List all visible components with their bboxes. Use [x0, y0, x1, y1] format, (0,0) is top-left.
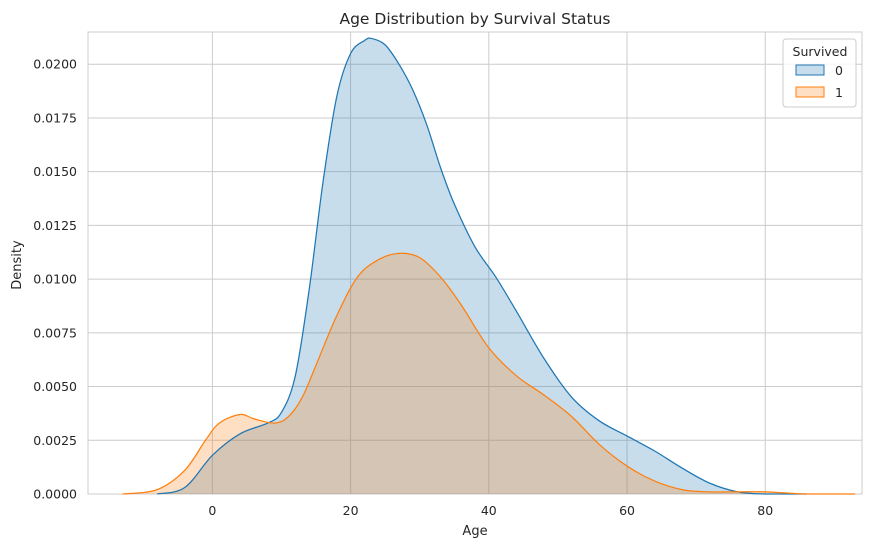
y-tick-label: 0.0050: [33, 379, 77, 394]
density-area-1: [122, 253, 856, 494]
y-tick-label: 0.0025: [33, 433, 77, 448]
x-axis-ticks: 0 20 40 60 80: [208, 503, 773, 518]
x-axis-label: Age: [462, 524, 487, 539]
chart-title: Age Distribution by Survival Status: [339, 10, 610, 28]
legend-frame: [782, 38, 857, 108]
density-line-0: [156, 37, 807, 495]
density-areas: [122, 37, 856, 495]
y-tick-label: 0.0075: [33, 325, 77, 340]
legend-swatch-1: [795, 86, 825, 98]
density-line-1: [122, 252, 856, 495]
legend: Survived 0 1: [782, 38, 857, 108]
x-tick-label: 20: [343, 503, 359, 518]
y-axis-ticks: 0.0000 0.0025 0.0050 0.0075 0.0100 0.0125 0.01…: [33, 57, 77, 502]
x-tick-label: 40: [481, 503, 497, 518]
plot-area: [87, 31, 863, 495]
x-tick-label: 60: [619, 503, 635, 518]
y-tick-label: 0.0125: [33, 218, 77, 233]
y-tick-label: 0.0100: [33, 272, 77, 287]
x-tick-label: 80: [757, 503, 773, 518]
legend-title: Survived: [793, 44, 848, 59]
y-tick-label: 0.0200: [33, 57, 77, 72]
legend-label-1: 1: [835, 85, 843, 100]
legend-swatch-0: [795, 64, 825, 76]
y-tick-label: 0.0000: [33, 487, 77, 502]
y-tick-label: 0.0175: [33, 110, 77, 125]
grid-lines: [88, 32, 862, 495]
x-tick-label: 0: [208, 503, 216, 518]
y-axis-label: Density: [10, 240, 25, 290]
y-tick-label: 0.0150: [33, 164, 77, 179]
density-area-0: [157, 38, 807, 495]
legend-label-0: 0: [835, 63, 843, 78]
